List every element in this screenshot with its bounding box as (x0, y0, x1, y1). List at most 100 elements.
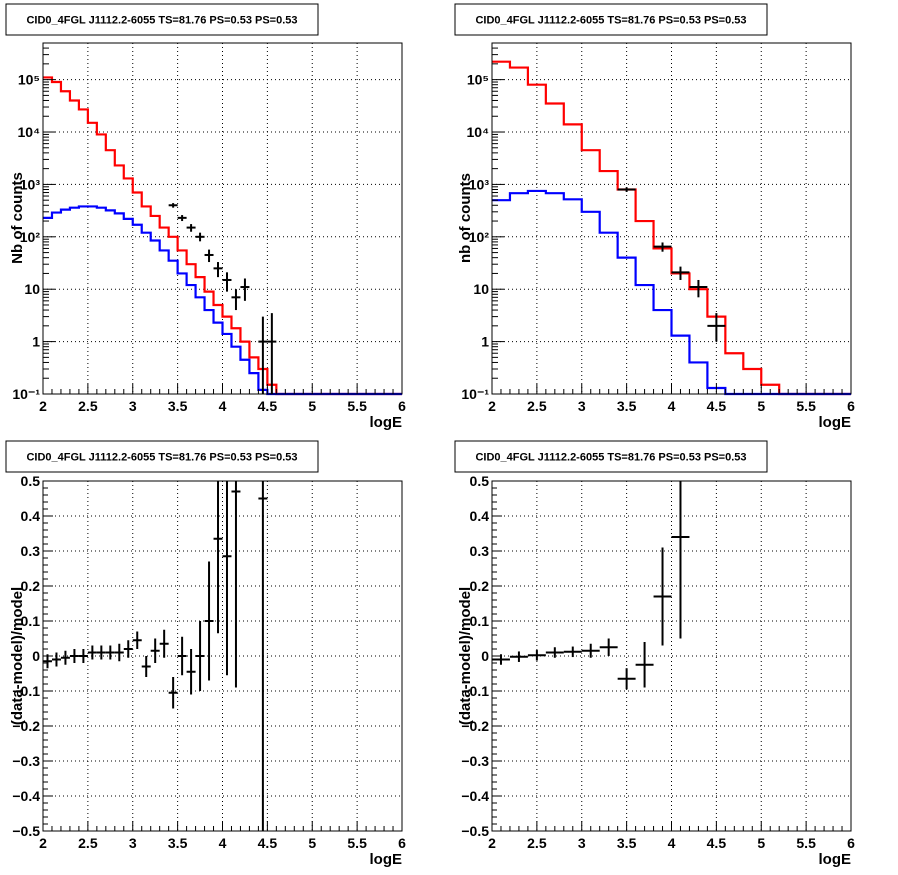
data-point (150, 638, 160, 663)
data-point (105, 645, 115, 660)
y-tick-label: 10⁵ (467, 72, 489, 88)
y-tick-label: 0.4 (21, 508, 41, 524)
data-point (617, 668, 636, 690)
data-point (527, 650, 546, 661)
chart-title: CID0_4FGL J1112.2-6055 TS=81.76 PS=0.53 … (26, 15, 297, 27)
data-point (168, 203, 178, 208)
x-tick-label: 4 (219, 835, 227, 851)
y-tick-label: −0.1 (12, 683, 40, 699)
x-tick-label: 3 (578, 398, 586, 414)
title-box (454, 3, 768, 36)
data-point (222, 481, 232, 676)
data-point (114, 643, 124, 662)
data-point (653, 547, 672, 646)
y-tick-label: 0.3 (470, 543, 490, 559)
x-axis-label: logE (819, 414, 852, 431)
histogram-model-source (43, 205, 402, 396)
data-point (563, 646, 582, 658)
data-point (240, 278, 250, 301)
x-tick-label: 5.5 (347, 835, 367, 851)
y-axis-label: (data-model)/model (457, 587, 474, 725)
y-tick-label: 0.1 (470, 613, 490, 629)
chart-title: CID0_4FGL J1112.2-6055 TS=81.76 PS=0.53 … (475, 452, 746, 464)
chart-title: CID0_4FGL J1112.2-6055 TS=81.76 PS=0.53 … (475, 15, 746, 27)
title-box (5, 3, 319, 36)
data-point (581, 643, 600, 658)
x-tick-label: 3.5 (617, 835, 637, 851)
data-point (671, 266, 690, 280)
data-point (267, 313, 277, 394)
y-tick-label: 10³ (20, 176, 41, 192)
y-tick-label: 0.3 (21, 543, 41, 559)
x-tick-label: 4 (668, 398, 676, 414)
x-tick-label: 2.5 (527, 835, 547, 851)
y-tick-label: 1 (32, 334, 40, 350)
data-point (177, 215, 187, 222)
data-point (222, 272, 232, 292)
data-point (258, 316, 268, 394)
y-tick-label: 10⁻¹ (12, 386, 40, 402)
data-point (69, 649, 79, 663)
x-tick-label: 5.5 (796, 835, 816, 851)
data-point (123, 640, 133, 658)
y-tick-label: 1 (481, 334, 489, 350)
y-tick-label: 0 (32, 648, 40, 664)
data-point (204, 561, 214, 681)
x-tick-label: 4.5 (707, 398, 727, 414)
y-tick-label: 10⁵ (18, 72, 40, 88)
data-point (545, 647, 564, 658)
x-tick-label: 4.5 (707, 835, 727, 851)
x-tick-label: 3 (129, 835, 137, 851)
y-tick-label: −0.1 (461, 683, 489, 699)
y-tick-label: 10⁴ (467, 124, 490, 140)
chart-panel-2: 2 2.5 3 3.5 4 4.5 5 5.5 6 10⁻¹ 1 10 10² 10³ 10⁴ 10⁵ logE… (454, 3, 855, 431)
data-point (707, 313, 726, 342)
y-tick-label: 0.5 (21, 473, 41, 489)
data-point (689, 279, 708, 298)
chart-panel-1: 2 2.5 3 3.5 4 4.5 5 5.5 6 10⁻¹ 1 10 10² 10³ 10⁴ 10⁵ logE… (5, 3, 406, 431)
y-tick-label: 10³ (469, 176, 490, 192)
x-axis-label: logE (370, 851, 403, 868)
data-point (159, 629, 169, 658)
x-tick-label: 4 (668, 835, 676, 851)
data-point (78, 649, 88, 663)
y-tick-label: 0.5 (470, 473, 490, 489)
title-box (454, 440, 768, 473)
data-point (231, 481, 241, 688)
x-tick-label: 5 (308, 835, 316, 851)
data-point (141, 656, 151, 677)
x-tick-label: 2 (39, 398, 47, 414)
y-tick-label: −0.5 (12, 823, 40, 839)
y-tick-label: 10⁴ (18, 124, 41, 140)
x-tick-label: 6 (398, 835, 406, 851)
y-tick-label: 0.2 (470, 578, 490, 594)
x-tick-label: 5 (308, 398, 316, 414)
y-tick-label: −0.2 (12, 718, 40, 734)
y-axis-label: nb of counts (457, 173, 474, 263)
x-axis-label: logE (819, 851, 852, 868)
data-point (177, 636, 187, 676)
x-tick-label: 2.5 (527, 398, 547, 414)
y-tick-label: 10² (469, 229, 490, 245)
x-tick-label: 3.5 (168, 398, 188, 414)
y-tick-label: 0.1 (21, 613, 41, 629)
y-tick-label: 10 (24, 281, 40, 297)
x-tick-label: 4.5 (258, 835, 278, 851)
x-tick-label: 5.5 (347, 398, 367, 414)
x-tick-label: 4 (219, 398, 227, 414)
y-tick-label: −0.3 (12, 753, 40, 769)
data-point (653, 242, 672, 252)
data-point (60, 650, 70, 665)
data-point (509, 651, 528, 662)
y-tick-label: −0.3 (461, 753, 489, 769)
title-box (5, 440, 319, 473)
data-point (258, 481, 268, 831)
data-point (195, 621, 205, 691)
data-point (204, 249, 214, 263)
y-tick-label: −0.4 (12, 788, 40, 804)
data-point (213, 262, 223, 278)
x-tick-label: 3 (578, 835, 586, 851)
data-point (87, 645, 97, 660)
chart-panel-3: 2 2.5 3 3.5 4 4.5 5 5.5 6 −0.5 −0.4 −0.3 −0.2 −0.1 0 0.… (5, 440, 406, 868)
y-tick-label: 10⁻¹ (461, 386, 489, 402)
